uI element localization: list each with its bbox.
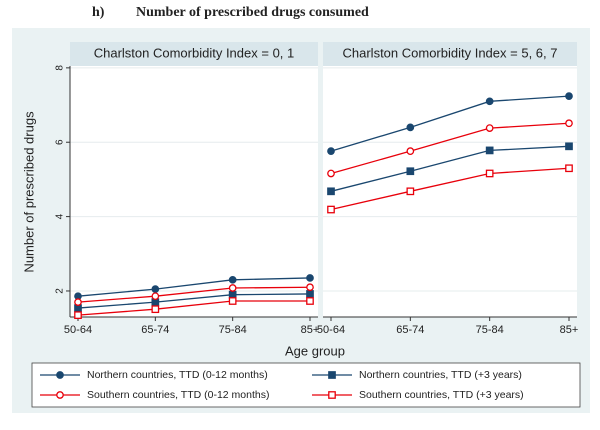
point [565,164,573,173]
y-tick-label: 2 [55,288,66,294]
y-tick-label: 4 [55,213,66,219]
point [485,124,494,132]
point [56,391,64,399]
x-tick-label: 75-84 [476,324,504,336]
point [328,391,336,399]
point [406,147,415,156]
legend-label: Southern countries, TTD (0-12 months) [87,389,269,401]
point [485,97,494,106]
line [330,167,570,211]
point [565,119,573,128]
y-tick-label: 6 [55,139,66,145]
point [74,298,82,306]
point [485,169,494,178]
panel-header [70,42,318,66]
plot-area [70,66,318,317]
point [406,123,415,132]
point [228,290,237,299]
line [330,95,570,152]
y-axis-label: Number of prescribed drugs [21,111,36,273]
point [151,292,160,301]
line [77,293,311,309]
panel-title: Charlston Comorbidity Index = 5, 6, 7 [343,45,558,60]
line [330,122,570,175]
x-tick-label: 85+ [301,324,320,336]
chart-title-label: h) [92,5,105,20]
point [306,290,314,298]
panel-header [323,42,577,66]
point [327,205,335,214]
legend-label: Northern countries, TTD (0-12 months) [87,369,268,381]
x-tick-label: 75-84 [219,324,247,336]
point [306,274,314,282]
y-tick-label: 8 [55,65,66,71]
point [406,167,415,176]
point [56,371,64,379]
line [330,145,570,192]
point [406,187,415,196]
x-tick-label: 50-64 [317,324,345,336]
point [228,275,237,284]
point [327,187,335,196]
point [228,297,237,305]
point [151,305,160,314]
panel-title: Charlston Comorbidity Index = 0, 1 [94,45,295,60]
point [327,147,335,156]
chart-title: Number of prescribed drugs consumed [136,5,369,20]
x-tick-label: 65-74 [141,324,169,336]
plot-area [323,66,577,317]
line [77,277,311,297]
legend-label: Southern countries, TTD (+3 years) [359,389,524,401]
point [565,142,573,151]
point [328,371,336,379]
x-tick-label: 65-74 [396,324,424,336]
x-tick-label: 50-64 [64,324,92,336]
x-axis-label: Age group [285,343,345,358]
point [151,285,160,293]
point [306,297,314,305]
point [228,284,237,292]
point [565,92,573,100]
legend-label: Northern countries, TTD (+3 years) [359,369,522,381]
line [77,300,310,316]
point [485,146,494,155]
point [327,169,335,178]
x-tick-label: 85+ [560,324,579,336]
point [74,311,82,319]
line [77,286,311,303]
legend [31,362,581,408]
point [306,283,314,292]
